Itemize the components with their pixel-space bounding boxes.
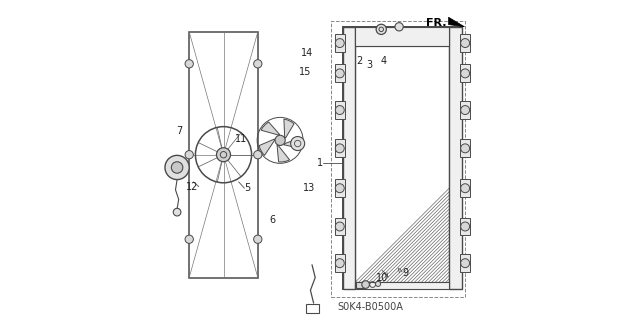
Bar	[189, 32, 258, 278]
Circle shape	[335, 69, 344, 78]
Circle shape	[461, 259, 470, 268]
Text: FR.: FR.	[426, 18, 447, 28]
Text: 13: 13	[303, 183, 315, 193]
Circle shape	[335, 144, 344, 153]
Bar	[460, 101, 470, 119]
Polygon shape	[284, 119, 294, 138]
Circle shape	[275, 135, 285, 145]
Circle shape	[461, 106, 470, 115]
Polygon shape	[449, 17, 465, 27]
Polygon shape	[284, 137, 302, 148]
Circle shape	[376, 24, 387, 34]
Circle shape	[461, 144, 470, 153]
Circle shape	[335, 222, 344, 231]
Bar	[335, 101, 344, 119]
Circle shape	[335, 259, 344, 268]
Circle shape	[461, 222, 470, 231]
Circle shape	[165, 155, 189, 180]
Circle shape	[335, 184, 344, 193]
Text: 12: 12	[186, 182, 199, 192]
Circle shape	[216, 148, 230, 162]
Text: 1: 1	[317, 158, 323, 168]
Text: 9: 9	[402, 268, 408, 278]
Circle shape	[461, 184, 470, 193]
Bar	[355, 27, 449, 46]
Text: 14: 14	[301, 48, 313, 58]
Bar	[356, 282, 364, 288]
Bar	[355, 46, 449, 282]
Polygon shape	[261, 122, 280, 135]
Text: 4: 4	[381, 56, 387, 66]
Bar	[343, 27, 462, 289]
Circle shape	[461, 69, 470, 78]
Text: 3: 3	[366, 60, 372, 70]
Circle shape	[185, 235, 193, 243]
Bar	[460, 254, 470, 272]
Circle shape	[376, 281, 381, 286]
Bar	[335, 218, 344, 235]
Bar	[335, 64, 344, 82]
Bar	[460, 179, 470, 197]
Text: 5: 5	[244, 183, 251, 193]
Text: S0K4-B0500A: S0K4-B0500A	[337, 302, 403, 312]
Text: 2: 2	[356, 56, 362, 66]
Text: 10: 10	[376, 272, 388, 283]
Circle shape	[185, 60, 193, 68]
Circle shape	[253, 235, 262, 243]
Bar	[460, 218, 470, 235]
Text: 11: 11	[235, 134, 247, 144]
Circle shape	[253, 151, 262, 159]
Circle shape	[172, 162, 183, 173]
Circle shape	[291, 137, 305, 151]
Circle shape	[185, 151, 193, 159]
Bar	[449, 27, 462, 289]
Circle shape	[335, 39, 344, 48]
Circle shape	[461, 39, 470, 48]
Bar	[460, 139, 470, 157]
Polygon shape	[259, 139, 275, 155]
Bar	[307, 304, 319, 313]
Bar	[335, 139, 344, 157]
Bar	[343, 27, 355, 289]
Circle shape	[362, 281, 369, 288]
Bar	[335, 254, 344, 272]
Text: 15: 15	[299, 67, 311, 77]
Polygon shape	[277, 145, 290, 162]
Bar	[460, 34, 470, 52]
Circle shape	[253, 60, 262, 68]
Circle shape	[173, 208, 181, 216]
Text: 7: 7	[176, 126, 182, 136]
Circle shape	[335, 106, 344, 115]
Bar	[355, 282, 449, 289]
Bar	[331, 21, 465, 297]
Bar	[335, 179, 344, 197]
Text: 6: 6	[269, 215, 275, 225]
Bar	[335, 34, 344, 52]
Bar	[460, 64, 470, 82]
Circle shape	[395, 23, 403, 31]
